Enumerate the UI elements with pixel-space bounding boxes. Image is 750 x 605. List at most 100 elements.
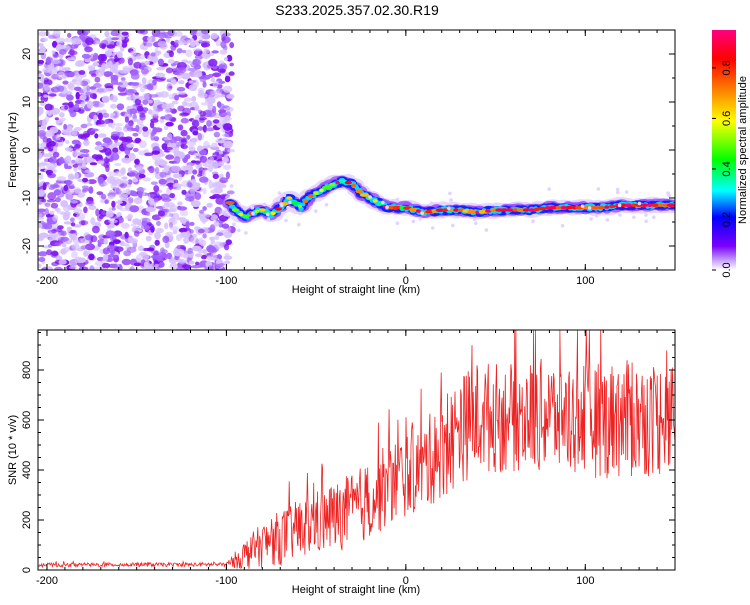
heatmap-noise-cell	[166, 252, 173, 260]
heatmap-noise-cell	[210, 32, 219, 40]
heatmap-noise-cell	[110, 30, 120, 37]
heatmap-noise-cell	[53, 189, 62, 196]
heatmap-noise-cell	[139, 43, 145, 50]
heatmap-noise-cell	[116, 40, 123, 48]
heatmap-noise-cell	[209, 224, 216, 233]
heatmap-noise-cell	[85, 91, 92, 96]
colorbar-tick-label: 0.2	[721, 212, 733, 227]
heatmap-noise-cell	[121, 258, 132, 266]
heatmap-noise-cell	[101, 95, 110, 104]
heatmap-noise-cell	[114, 163, 122, 166]
heatmap-noise-cell	[135, 30, 145, 34]
heatmap-ridge-peak	[658, 203, 664, 207]
heatmap-noise-cell	[210, 189, 218, 194]
heatmap-noise-cell	[173, 156, 181, 164]
heatmap-noise-cell	[192, 130, 199, 136]
heatmap-noise-cell	[119, 70, 129, 74]
heatmap-noise-cell	[150, 225, 155, 233]
heatmap-faint-cell	[589, 217, 593, 221]
heatmap-noise-cell	[100, 193, 107, 200]
heatmap-noise-cell	[72, 164, 79, 168]
heatmap-noise-cell	[135, 165, 144, 171]
heatmap-noise-cell	[55, 134, 61, 141]
heatmap-noise-cell	[107, 195, 115, 200]
heatmap-noise-cell	[154, 239, 160, 246]
heatmap-faint-cell	[494, 202, 498, 207]
heatmap-noise-cell	[210, 78, 215, 83]
heatmap-noise-cell	[96, 119, 106, 125]
heatmap-faint-cell	[237, 228, 241, 233]
heatmap-noise-cell	[103, 71, 113, 77]
heatmap-noise-cell	[41, 123, 47, 131]
heatmap-noise-cell	[210, 257, 220, 261]
heatmap-noise-cell	[44, 202, 51, 208]
heatmap-noise-cell	[167, 59, 175, 64]
heatmap-faint-cell	[587, 206, 592, 210]
heatmap-noise-cell	[153, 136, 160, 142]
heatmap-noise-cell	[88, 205, 97, 210]
heatmap-noise-cell	[74, 143, 81, 149]
heatmap-noise-cell	[133, 95, 139, 100]
heatmap-noise-cell	[84, 46, 93, 53]
heatmap-noise-cell	[84, 171, 95, 178]
heatmap-noise-cell	[171, 212, 180, 219]
heatmap-noise-cell	[44, 115, 50, 123]
heatmap-noise-cell	[105, 210, 114, 218]
heatmap-noise-cell	[113, 263, 118, 269]
heatmap-noise-cell	[46, 216, 53, 225]
heatmap-noise-cell	[224, 75, 231, 83]
heatmap-noise-cell	[121, 41, 128, 48]
heatmap-faint-cell	[624, 190, 629, 194]
heatmap-noise-cell	[63, 221, 72, 225]
heatmap-noise-cell	[199, 149, 207, 156]
heatmap-noise-cell	[96, 191, 104, 196]
heatmap-noise-cell	[121, 157, 132, 164]
heatmap-faint-cell	[644, 219, 648, 224]
heatmap-noise-cell	[210, 90, 220, 96]
heatmap-faint-cell	[286, 205, 290, 210]
heatmap-noise-cell	[82, 177, 89, 183]
heatmap-noise-cell	[170, 142, 177, 148]
heatmap-ridge-peak	[651, 203, 660, 207]
heatmap-faint-cell	[381, 200, 385, 205]
heatmap-noise-cell	[197, 250, 204, 254]
heatmap-noise-cell	[218, 80, 226, 84]
heatmap-noise-cell	[43, 223, 53, 230]
heatmap-ridge-peak	[467, 209, 478, 214]
heatmap-noise-cell	[226, 54, 233, 62]
heatmap-ridge-peak	[372, 199, 378, 203]
heatmap-noise-cell	[113, 58, 119, 63]
heatmap-noise-cell	[189, 37, 195, 45]
heatmap-noise-cell	[195, 183, 200, 190]
heatmap-noise-cell	[199, 209, 204, 214]
heatmap-noise-cell	[218, 103, 225, 110]
heatmap-noise-cell	[151, 109, 159, 117]
heatmap-faint-cell	[277, 191, 282, 195]
heatmap-noise-cell	[50, 202, 59, 209]
heatmap-noise-cell	[126, 108, 133, 114]
heatmap-noise-cell	[97, 53, 105, 62]
heatmap-noise-cell	[94, 76, 101, 83]
heatmap-faint-cell	[288, 200, 292, 205]
heatmap-ytick-label: -20	[21, 238, 33, 254]
heatmap-noise-cell	[162, 235, 170, 243]
heatmap-faint-cell	[594, 214, 599, 218]
heatmap-noise-cell	[87, 179, 97, 185]
heatmap-faint-cell	[420, 211, 425, 215]
heatmap-noise-cell	[179, 210, 189, 217]
heatmap-noise-cell	[202, 187, 207, 195]
heatmap-xtick-label: 100	[576, 275, 594, 287]
heatmap-noise-cell	[202, 81, 207, 88]
heatmap-noise-cell	[46, 56, 51, 65]
heatmap-noise-cell	[77, 134, 84, 139]
heatmap-faint-cell	[244, 231, 248, 235]
heatmap-ridge-peak	[528, 208, 535, 212]
heatmap-noise-cell	[187, 67, 198, 72]
heatmap-noise-cell	[73, 208, 83, 215]
snr-ytick-label: 800	[21, 361, 33, 379]
heatmap-noise-cell	[88, 66, 96, 71]
heatmap-noise-cell	[218, 173, 224, 179]
heatmap-noise-cell	[219, 177, 229, 184]
snr-xlabel: Height of straight line (km)	[292, 584, 420, 596]
heatmap-noise-cell	[145, 206, 155, 213]
